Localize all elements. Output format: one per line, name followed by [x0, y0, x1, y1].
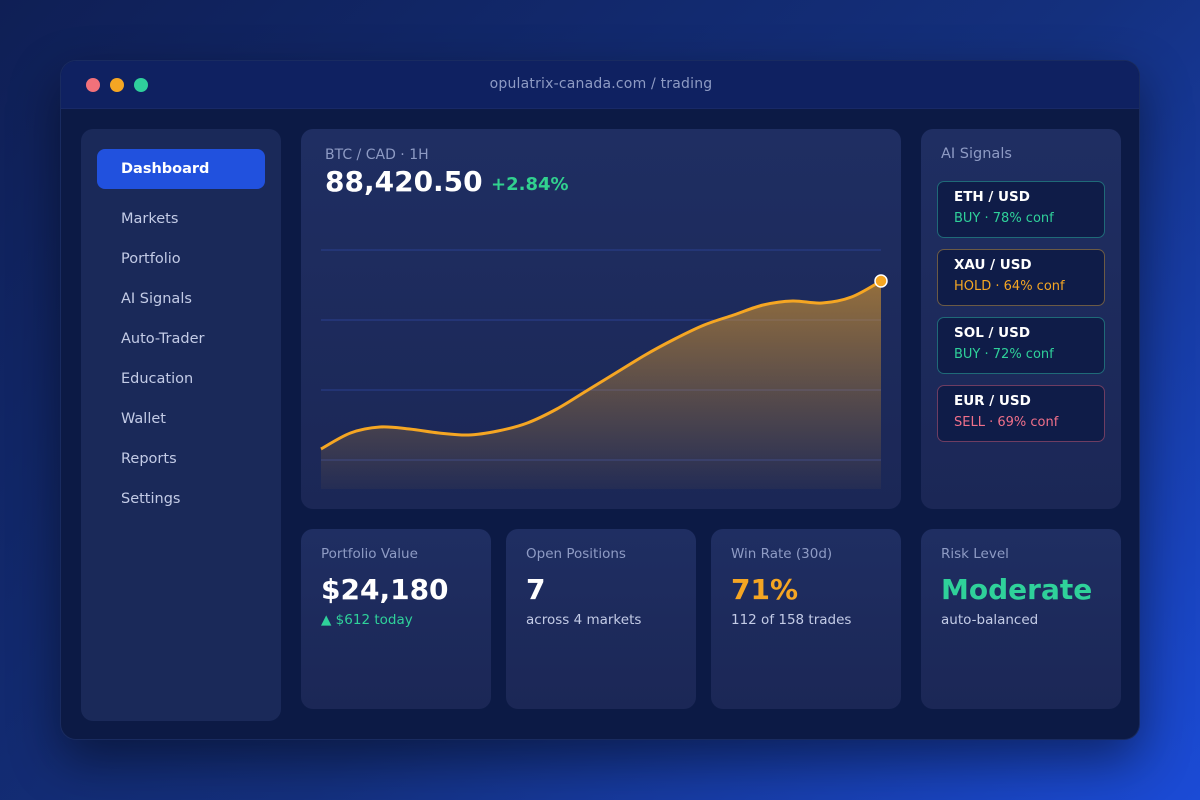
sidebar-item-settings[interactable]: Settings	[121, 491, 181, 507]
stat-value: 7	[526, 573, 546, 606]
price-area	[321, 281, 881, 489]
stat-subtext: across 4 markets	[526, 612, 642, 628]
sidebar-item-portfolio[interactable]: Portfolio	[121, 251, 181, 267]
signal-detail: BUY · 78% conf	[954, 211, 1054, 226]
sidebar-item-markets[interactable]: Markets	[121, 211, 179, 227]
chart-pair-label: BTC / CAD · 1H	[325, 147, 429, 163]
minimize-window-button[interactable]	[110, 78, 124, 92]
chart-change: +2.84%	[491, 174, 569, 195]
price-chart-panel: BTC / CAD · 1H 88,420.50 +2.84%	[301, 129, 901, 509]
stat-label: Win Rate (30d)	[731, 546, 833, 562]
signal-pair: EUR / USD	[954, 393, 1031, 409]
signal-detail: SELL · 69% conf	[954, 415, 1059, 430]
signal-pair: XAU / USD	[954, 257, 1032, 273]
signal-detail: BUY · 72% conf	[954, 347, 1054, 362]
risk-level-card[interactable]: Risk Level Moderate auto-balanced	[921, 529, 1121, 709]
app-window: opulatrix-canada.com / trading Dashboard…	[60, 60, 1140, 740]
stat-subtext: ▲ $612 today	[321, 612, 413, 628]
address-text: opulatrix-canada.com / trading	[489, 76, 713, 92]
price-line	[320, 279, 882, 451]
title-bar: opulatrix-canada.com / trading	[61, 61, 1139, 109]
sidebar-item-wallet[interactable]: Wallet	[121, 411, 166, 427]
stat-label: Portfolio Value	[321, 546, 418, 562]
stat-value: 71%	[731, 573, 799, 606]
sidebar: Dashboard Markets Portfolio AI Signals A…	[81, 129, 281, 721]
signal-card-xau-usd[interactable]: XAU / USD HOLD · 64% conf	[937, 249, 1105, 306]
signal-detail: HOLD · 64% conf	[954, 279, 1065, 294]
win-rate-card[interactable]: Win Rate (30d) 71% 112 of 158 trades	[711, 529, 901, 709]
signal-card-eur-usd[interactable]: EUR / USD SELL · 69% conf	[937, 385, 1105, 442]
signal-card-sol-usd[interactable]: SOL / USD BUY · 72% conf	[937, 317, 1105, 374]
sidebar-item-education[interactable]: Education	[121, 371, 194, 387]
stat-label: Risk Level	[941, 546, 1009, 562]
signal-pair: SOL / USD	[954, 325, 1031, 341]
price-chart[interactable]	[301, 129, 901, 509]
stat-value: Moderate	[941, 573, 1093, 606]
close-window-button[interactable]	[86, 78, 100, 92]
sidebar-item-dashboard[interactable]: Dashboard	[97, 149, 265, 189]
signal-pair: ETH / USD	[954, 189, 1030, 205]
sidebar-item-auto-trader[interactable]: Auto-Trader	[121, 331, 205, 347]
portfolio-value-card[interactable]: Portfolio Value $24,180 ▲ $612 today	[301, 529, 491, 709]
stat-value: $24,180	[321, 573, 449, 606]
signal-card-eth-usd[interactable]: ETH / USD BUY · 78% conf	[937, 181, 1105, 238]
ai-signals-panel: AI Signals ETH / USD BUY · 78% conf XAU …	[921, 129, 1121, 509]
chart-price: 88,420.50	[325, 165, 483, 198]
sidebar-item-reports[interactable]: Reports	[121, 451, 177, 467]
latest-price-point	[874, 274, 888, 288]
stat-label: Open Positions	[526, 546, 626, 562]
stat-subtext: auto-balanced	[941, 612, 1039, 628]
signals-title: AI Signals	[941, 146, 1012, 162]
sidebar-item-ai-signals[interactable]: AI Signals	[121, 291, 192, 307]
maximize-window-button[interactable]	[134, 78, 148, 92]
stat-subtext: 112 of 158 trades	[731, 612, 852, 628]
open-positions-card[interactable]: Open Positions 7 across 4 markets	[506, 529, 696, 709]
